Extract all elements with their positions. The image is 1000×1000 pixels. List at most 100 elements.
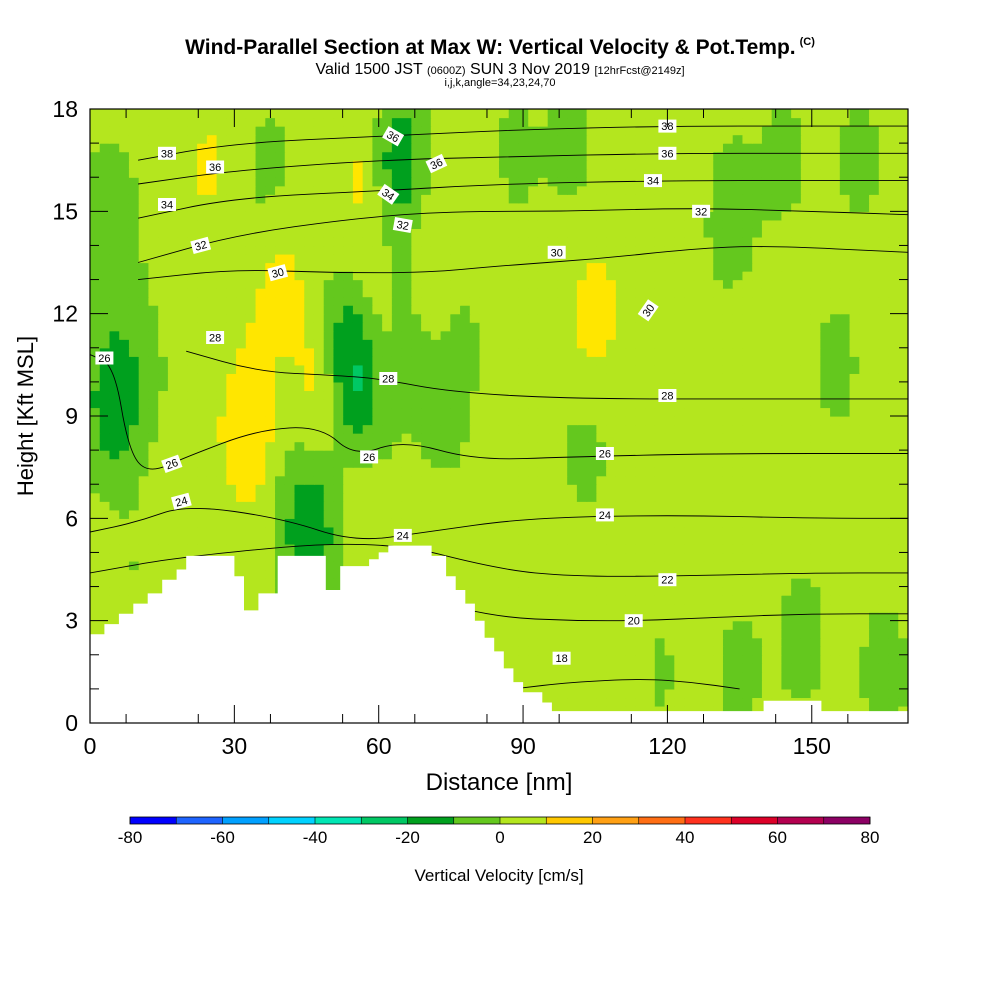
velocity-cell (440, 467, 451, 477)
velocity-cell (343, 236, 354, 247)
velocity-cell (528, 322, 539, 332)
velocity-cell (90, 330, 101, 340)
velocity-cell (499, 433, 510, 443)
velocity-cell (352, 347, 364, 357)
velocity-cell (479, 433, 490, 443)
velocity-cell (294, 390, 305, 400)
velocity-cell (888, 629, 899, 639)
velocity-cell (255, 364, 266, 374)
velocity-cell (158, 484, 169, 494)
velocity-cell (440, 296, 451, 306)
velocity-cell (752, 347, 763, 357)
velocity-cell (528, 646, 539, 656)
velocity-cell (732, 330, 744, 340)
velocity-cell (284, 228, 296, 238)
velocity-cell (430, 441, 442, 451)
velocity-cell (781, 688, 792, 699)
velocity-cell (567, 629, 578, 639)
velocity-cell (547, 535, 559, 545)
velocity-cell (236, 484, 247, 494)
velocity-cell (771, 441, 783, 451)
valid-date: SUN 3 Nov 2019 (469, 61, 591, 78)
velocity-cell (440, 518, 451, 528)
velocity-cell (537, 509, 549, 519)
velocity-cell (596, 671, 607, 681)
velocity-cell (489, 586, 500, 596)
velocity-cell (557, 322, 568, 332)
velocity-cell (878, 441, 890, 451)
velocity-cell (99, 381, 111, 392)
velocity-cell (664, 407, 675, 417)
velocity-cell (576, 236, 588, 247)
velocity-cell (752, 484, 763, 494)
velocity-cell (742, 330, 753, 340)
velocity-cell (245, 219, 257, 229)
velocity-cell (645, 441, 656, 451)
velocity-cell (742, 586, 753, 596)
velocity-cell (771, 398, 783, 409)
velocity-cell (732, 390, 744, 400)
velocity-cell (606, 663, 617, 673)
velocity-cell (839, 697, 851, 707)
velocity-cell (713, 219, 724, 229)
velocity-cell (674, 509, 685, 519)
velocity-cell (206, 364, 218, 374)
velocity-cell (859, 330, 870, 340)
velocity-cell (596, 433, 607, 443)
velocity-cell (167, 450, 179, 460)
velocity-cell (625, 688, 636, 699)
velocity-cell (275, 450, 286, 460)
velocity-cell (839, 603, 851, 613)
velocity-cell (138, 271, 150, 281)
velocity-cell (489, 322, 500, 332)
velocity-cell (888, 467, 899, 477)
velocity-cell (869, 586, 880, 596)
velocity-cell (479, 296, 490, 306)
velocity-cell (109, 441, 120, 451)
velocity-cell (654, 441, 666, 451)
velocity-cell (440, 364, 451, 374)
velocity-cell (158, 381, 169, 392)
velocity-cell (99, 492, 111, 502)
velocity-cell (294, 296, 305, 306)
velocity-cell (732, 381, 744, 392)
velocity-cell (528, 484, 539, 494)
velocity-cell (771, 381, 783, 392)
velocity-cell (625, 560, 636, 571)
velocity-cell (810, 288, 821, 298)
velocity-cell (537, 552, 549, 562)
velocity-cell (352, 398, 364, 409)
velocity-cell (528, 450, 539, 460)
velocity-cell (722, 356, 734, 366)
velocity-cell (869, 450, 880, 460)
velocity-cell (684, 219, 695, 229)
velocity-cell (635, 654, 646, 664)
velocity-cell (177, 441, 188, 451)
velocity-cell (722, 518, 734, 528)
velocity-cell (421, 245, 432, 255)
velocity-cell (508, 654, 520, 664)
velocity-cell (450, 552, 461, 562)
velocity-cell (771, 347, 783, 357)
velocity-cell (177, 398, 188, 409)
velocity-cell (421, 296, 432, 306)
velocity-cell (304, 450, 315, 460)
velocity-cell (99, 228, 111, 238)
velocity-cell (722, 646, 734, 656)
velocity-cell (722, 535, 734, 545)
velocity-cell (888, 262, 899, 272)
velocity-cell (664, 535, 675, 545)
velocity-cell (109, 390, 120, 400)
velocity-cell (90, 373, 101, 383)
velocity-cell (791, 450, 802, 460)
velocity-cell (421, 509, 432, 519)
velocity-cell (294, 262, 305, 272)
velocity-cell (255, 501, 266, 511)
velocity-cell (421, 407, 432, 417)
velocity-cell (859, 364, 870, 374)
velocity-cell (284, 441, 296, 451)
velocity-cell (830, 296, 841, 306)
velocity-cell (693, 671, 705, 681)
velocity-cell (557, 671, 568, 681)
velocity-cell (518, 595, 529, 605)
